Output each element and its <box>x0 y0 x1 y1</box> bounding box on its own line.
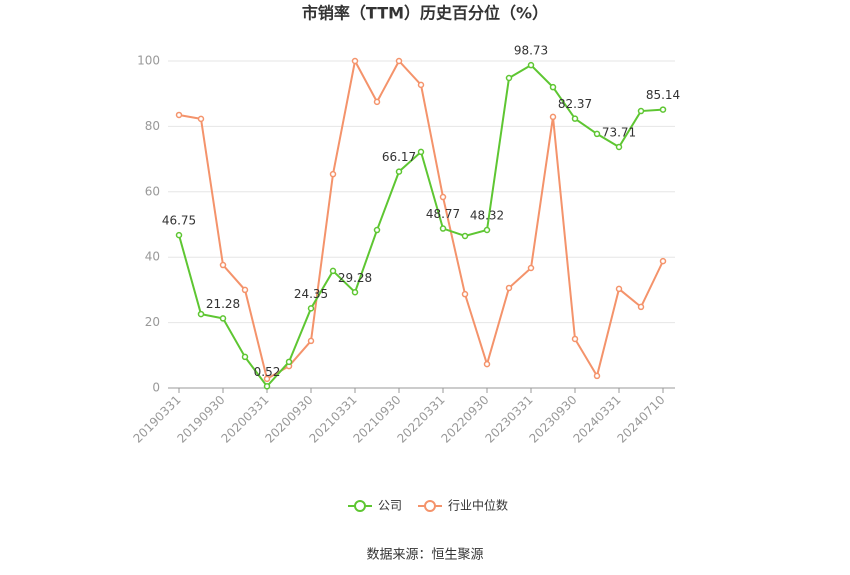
y-tick-label: 20 <box>145 315 160 329</box>
value-label: 46.75 <box>162 214 196 228</box>
value-label: 21.28 <box>206 297 240 311</box>
point <box>527 61 535 69</box>
value-label: 98.73 <box>514 44 548 58</box>
value-label: 82.37 <box>558 97 592 111</box>
y-tick-label: 40 <box>145 250 160 264</box>
value-label: 29.28 <box>338 271 372 285</box>
point <box>637 107 645 115</box>
point <box>593 130 601 138</box>
value-label: 24.35 <box>294 287 328 301</box>
point <box>241 353 249 361</box>
y-tick-label: 60 <box>145 184 160 198</box>
point <box>351 57 359 65</box>
point <box>307 305 315 312</box>
point <box>637 303 645 311</box>
point <box>571 115 579 122</box>
y-tick-label: 100 <box>137 54 160 68</box>
point <box>549 83 557 91</box>
value-label: 0.52 <box>254 365 281 379</box>
point <box>417 148 425 156</box>
point <box>197 310 205 318</box>
point <box>285 358 293 366</box>
point <box>417 81 425 89</box>
value-label: 48.77 <box>426 207 460 221</box>
point <box>197 115 205 123</box>
point <box>461 290 469 298</box>
point <box>505 284 513 292</box>
point <box>615 143 623 151</box>
chart-title: 市销率（TTM）历史百分位（%） <box>302 4 548 23</box>
point <box>175 111 183 119</box>
point <box>395 57 403 65</box>
point <box>329 267 337 275</box>
x-tick-label: 20240710 <box>615 393 668 446</box>
point <box>659 257 667 265</box>
point <box>373 226 381 234</box>
source: 数据来源：恒生聚源 <box>366 548 483 563</box>
point <box>483 360 491 368</box>
point <box>659 106 667 113</box>
value-label: 66.17 <box>382 150 416 164</box>
point <box>307 337 315 345</box>
point <box>439 225 447 232</box>
point <box>571 335 579 343</box>
point <box>263 375 271 383</box>
point <box>593 372 601 380</box>
point <box>263 383 271 390</box>
point <box>241 286 249 294</box>
legend-marker <box>354 500 366 512</box>
point <box>373 98 381 106</box>
y-tick-label: 0 <box>152 381 160 395</box>
point <box>461 232 469 240</box>
point <box>395 168 403 175</box>
point <box>549 113 557 121</box>
value-label: 48.32 <box>470 208 504 222</box>
y-tick-label: 80 <box>145 119 160 133</box>
series-line <box>178 63 664 388</box>
point <box>527 264 535 272</box>
point <box>505 74 513 82</box>
point <box>439 193 447 201</box>
point <box>351 289 359 296</box>
value-label: 73.71 <box>602 125 636 139</box>
point <box>329 170 337 178</box>
legend-label: 行业中位数 <box>448 498 508 513</box>
point <box>175 231 183 239</box>
legend-marker <box>424 500 436 512</box>
point <box>219 315 227 322</box>
legend-label: 公司 <box>378 499 402 513</box>
point <box>615 285 623 293</box>
value-label: 85.14 <box>646 88 680 102</box>
point <box>483 226 491 234</box>
point <box>219 261 227 269</box>
